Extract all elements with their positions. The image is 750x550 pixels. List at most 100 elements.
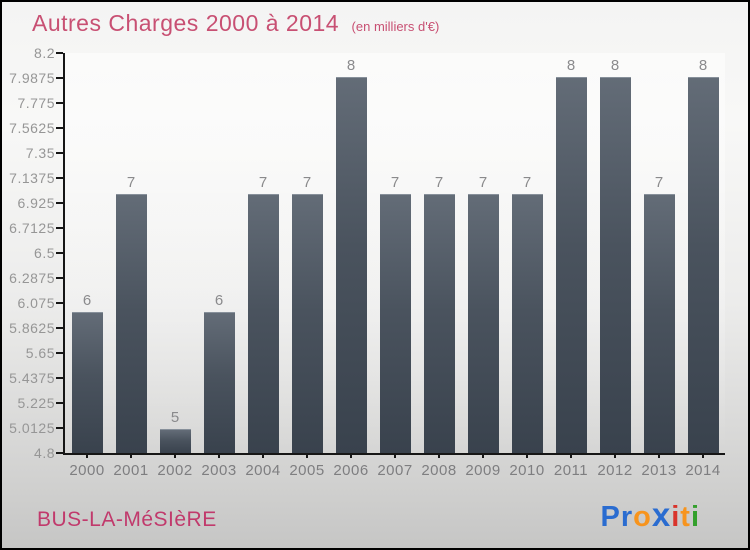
bar-2011 — [555, 77, 587, 453]
y-tick-mark — [56, 452, 63, 454]
logo-letter: t — [680, 501, 691, 533]
bar-2004 — [247, 194, 279, 453]
bar-2009 — [467, 194, 499, 453]
bar-value-label: 7 — [126, 174, 136, 191]
x-tick-mark — [218, 453, 220, 458]
bar-value-label: 8 — [346, 57, 356, 74]
y-tick-label: 5.225 — [17, 395, 55, 411]
x-tick-mark — [614, 453, 616, 458]
x-axis-label: 2013 — [641, 462, 677, 479]
x-axis-label: 2004 — [245, 462, 281, 479]
x-axis-label: 2011 — [553, 462, 589, 479]
bar-value-label: 8 — [566, 57, 576, 74]
x-tick-mark — [174, 453, 176, 458]
bar-value-label: 8 — [698, 57, 708, 74]
y-tick-label: 7.1375 — [9, 170, 55, 186]
y-tick-label: 6.925 — [17, 195, 55, 211]
bar-2000 — [71, 312, 103, 453]
chart-header: Autres Charges 2000 à 2014 (en milliers … — [32, 10, 439, 37]
x-tick-mark — [526, 453, 528, 458]
bar-2005 — [291, 194, 323, 453]
bar-2001 — [115, 194, 147, 453]
chart-title: Autres Charges 2000 à 2014 — [32, 10, 340, 36]
bar-2014 — [687, 77, 719, 453]
logo-letter: P — [600, 501, 621, 533]
x-axis-label: 2005 — [289, 462, 325, 479]
y-tick-label: 5.8625 — [9, 320, 55, 336]
bar-2003 — [203, 312, 235, 453]
bar-2006 — [335, 77, 367, 453]
y-tick-mark — [56, 177, 63, 179]
x-tick-mark — [702, 453, 704, 458]
proxiti-logo[interactable]: Proxiti — [600, 496, 700, 533]
logo-letter: i — [671, 501, 681, 533]
y-tick-label: 8.2 — [34, 45, 55, 61]
y-tick-label: 6.7125 — [9, 220, 55, 236]
bar-2002 — [159, 429, 191, 453]
y-tick-label: 7.35 — [25, 145, 55, 161]
y-tick-label: 6.075 — [17, 295, 55, 311]
y-tick-mark — [56, 302, 63, 304]
bar-value-label: 7 — [522, 174, 532, 191]
bar-value-label: 6 — [82, 292, 92, 309]
x-tick-mark — [570, 453, 572, 458]
y-tick-label: 7.5625 — [9, 120, 55, 136]
y-tick-mark — [56, 427, 63, 429]
y-tick-mark — [56, 102, 63, 104]
x-axis-label: 2014 — [685, 462, 721, 479]
y-tick-label: 5.65 — [25, 345, 55, 361]
logo-letter: o — [633, 501, 652, 533]
y-tick-mark — [56, 377, 63, 379]
y-tick-mark — [56, 77, 63, 79]
x-axis-label: 2010 — [509, 462, 545, 479]
bar-value-label: 7 — [434, 174, 444, 191]
y-tick-label: 5.4375 — [9, 370, 55, 386]
y-tick-label: 5.0125 — [9, 420, 55, 436]
x-axis-label: 2008 — [421, 462, 457, 479]
x-tick-mark — [394, 453, 396, 458]
y-tick-mark — [56, 252, 63, 254]
y-tick-mark — [56, 202, 63, 204]
bar-2008 — [423, 194, 455, 453]
x-tick-mark — [262, 453, 264, 458]
y-tick-label: 6.2875 — [9, 270, 55, 286]
y-tick-mark — [56, 277, 63, 279]
y-tick-mark — [56, 152, 63, 154]
bar-2013 — [643, 194, 675, 453]
logo-letter: x — [651, 496, 672, 533]
chart-subtitle: (en milliers d'€) — [351, 19, 440, 34]
logo-letter: r — [620, 501, 634, 533]
x-tick-mark — [130, 453, 132, 458]
x-axis-label: 2000 — [69, 462, 105, 479]
x-tick-mark — [658, 453, 660, 458]
x-tick-mark — [306, 453, 308, 458]
x-tick-mark — [482, 453, 484, 458]
bar-value-label: 5 — [170, 409, 180, 426]
y-tick-mark — [56, 127, 63, 129]
bar-value-label: 7 — [478, 174, 488, 191]
x-axis-label: 2006 — [333, 462, 369, 479]
bar-value-label: 8 — [610, 57, 620, 74]
x-axis-label: 2003 — [201, 462, 237, 479]
y-tick-label: 7.9875 — [9, 70, 55, 86]
x-axis-label: 2001 — [113, 462, 149, 479]
y-tick-label: 4.8 — [34, 445, 55, 461]
x-axis-label: 2012 — [597, 462, 633, 479]
x-axis-label: 2007 — [377, 462, 413, 479]
y-tick-label: 7.775 — [17, 95, 55, 111]
y-tick-label: 6.5 — [34, 245, 55, 261]
logo-letter: i — [690, 501, 700, 533]
plot-area: 6 2000 7 2001 5 2002 6 2003 7 2004 7 2005 8 2006 7 2007… — [56, 52, 725, 479]
y-tick-mark — [56, 402, 63, 404]
x-tick-mark — [86, 453, 88, 458]
bar-2010 — [511, 194, 543, 453]
x-axis-label: 2002 — [157, 462, 193, 479]
x-tick-mark — [350, 453, 352, 458]
y-tick-mark — [56, 352, 63, 354]
y-tick-mark — [56, 327, 63, 329]
y-tick-mark — [56, 52, 63, 54]
commune-label: BUS-LA-MéSIèRE — [37, 508, 217, 531]
bar-value-label: 6 — [214, 292, 224, 309]
x-tick-mark — [438, 453, 440, 458]
